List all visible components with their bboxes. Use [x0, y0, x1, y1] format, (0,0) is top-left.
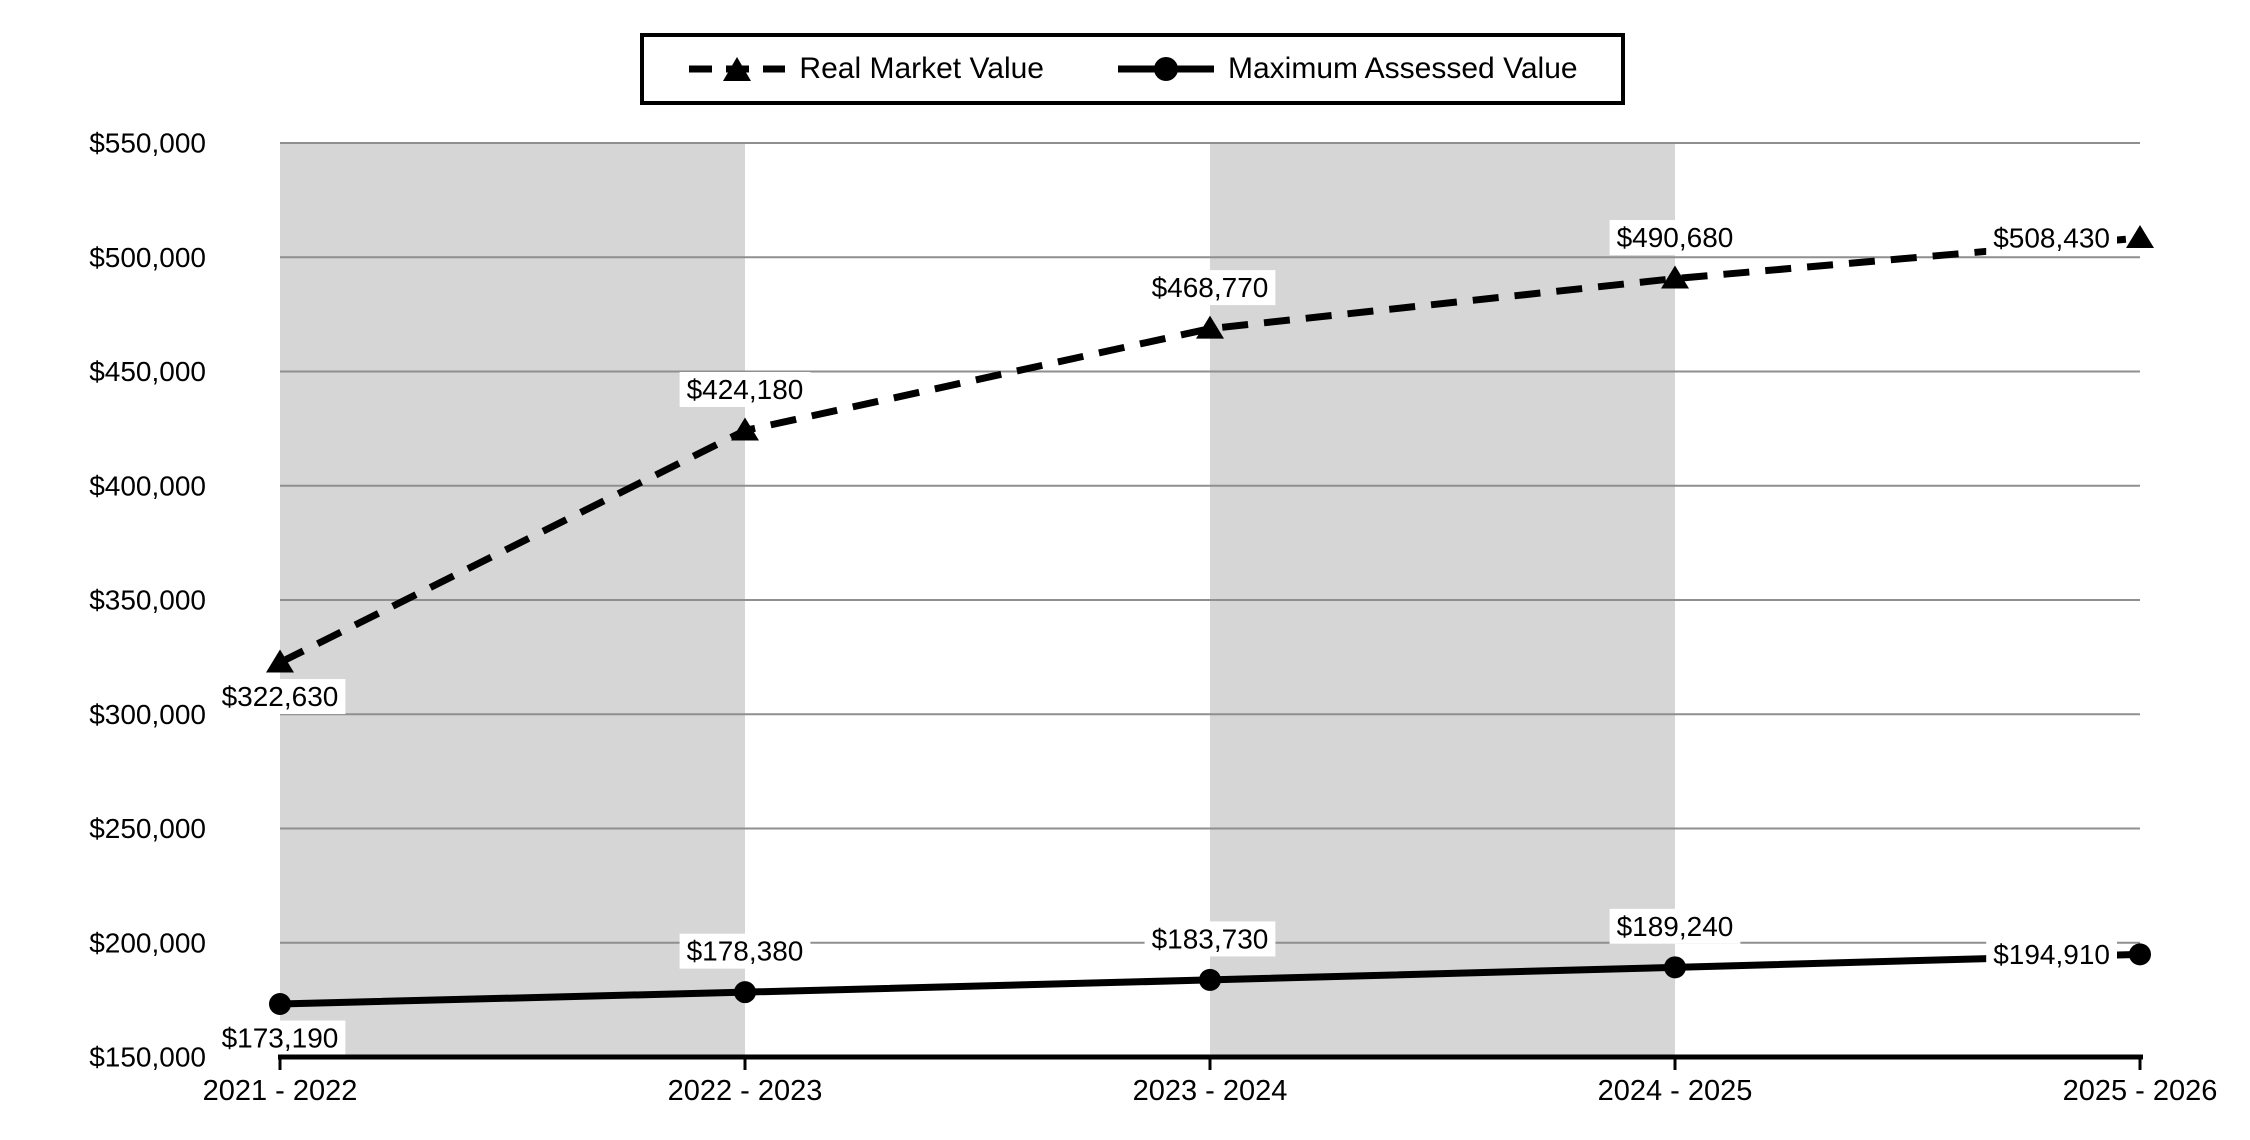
legend-label-maximum-assessed-value: Maximum Assessed Value	[1227, 52, 1578, 85]
triangle-marker	[2126, 224, 2154, 248]
data-label-background	[1986, 936, 2117, 972]
data-label-background	[1144, 270, 1276, 306]
data-label-real-market-value: $424,180	[687, 374, 804, 405]
x-axis-tick-label: 2022 - 2023	[668, 1075, 823, 1107]
data-label-real-market-value: $508,430	[1993, 222, 2110, 253]
data-label-background	[679, 933, 811, 969]
circle-marker	[734, 981, 756, 1004]
y-axis-tick-label: $250,000	[89, 813, 206, 844]
x-axis-tick-label: 2024 - 2025	[1598, 1075, 1753, 1107]
y-axis-tick-label: $200,000	[89, 927, 206, 958]
data-label-maximum-assessed-value: $173,190	[222, 1023, 339, 1054]
y-axis-tick-label: $550,000	[89, 128, 206, 159]
data-label-maximum-assessed-value: $178,380	[687, 936, 804, 967]
legend-label-real-market-value: Real Market Value	[799, 52, 1044, 85]
triangle-marker	[266, 649, 294, 673]
data-label-maximum-assessed-value: $189,240	[1617, 911, 1734, 942]
circle-marker	[2129, 943, 2151, 966]
x-axis-tick-label: 2021 - 2022	[203, 1075, 358, 1107]
data-label-background	[214, 1020, 346, 1056]
chart-legend: Real Market Value Maximum Assessed Value	[640, 33, 1625, 105]
triangle-marker	[1196, 315, 1224, 339]
solid-line-circle-marker-icon	[1117, 57, 1214, 81]
circle-marker	[1199, 968, 1221, 991]
y-axis-tick-label: $150,000	[89, 1042, 206, 1073]
data-label-background	[679, 371, 811, 407]
circle-marker	[269, 993, 291, 1016]
y-axis-tick-label: $450,000	[89, 356, 206, 387]
legend-entry-real-market-value: Real Market Value	[687, 52, 1044, 86]
data-label-real-market-value: $468,770	[1152, 272, 1269, 303]
y-axis-tick-label: $350,000	[89, 585, 206, 616]
y-axis-tick-label: $300,000	[89, 699, 206, 730]
data-label-maximum-assessed-value: $183,730	[1152, 923, 1269, 954]
circle-marker	[1664, 956, 1686, 979]
data-label-background	[1609, 908, 1741, 944]
y-axis-tick-label: $500,000	[89, 242, 206, 273]
y-axis-tick-label: $400,000	[89, 470, 206, 501]
x-axis-tick-label: 2023 - 2024	[1133, 1075, 1288, 1107]
dashed-line-triangle-marker-icon	[689, 57, 786, 81]
triangle-marker	[1661, 265, 1689, 289]
data-label-background	[214, 679, 346, 715]
data-label-background	[1144, 921, 1276, 957]
triangle-marker	[731, 417, 759, 441]
data-label-maximum-assessed-value: $194,910	[1993, 939, 2110, 970]
legend-entry-maximum-assessed-value: Maximum Assessed Value	[1116, 52, 1578, 86]
data-label-real-market-value: $490,680	[1617, 222, 1734, 253]
series-line-real-market-value	[278, 234, 2141, 666]
data-label-background	[1609, 220, 1741, 256]
data-label-background	[1986, 220, 2117, 256]
x-axis-tick-label: 2025 - 2026	[2063, 1075, 2218, 1107]
data-label-real-market-value: $322,630	[222, 681, 339, 712]
